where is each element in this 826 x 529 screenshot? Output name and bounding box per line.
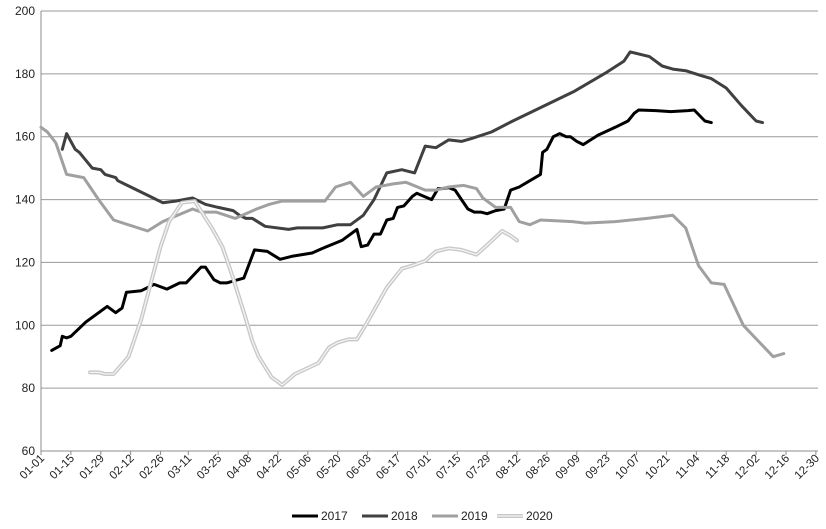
y-tick-label: 200 bbox=[15, 4, 35, 18]
y-tick-label: 100 bbox=[15, 318, 35, 332]
series-lines bbox=[39, 50, 786, 387]
y-tick-label: 80 bbox=[22, 381, 36, 395]
legend-label: 2020 bbox=[526, 509, 553, 523]
y-tick-labels: 60 80 100 120 140 160 180 200 bbox=[15, 4, 35, 458]
legend-item-2017: 2017 bbox=[292, 509, 348, 523]
legend-label: 2017 bbox=[321, 509, 348, 523]
series-line-2017 bbox=[50, 108, 713, 352]
series-line-2018 bbox=[60, 50, 764, 231]
legend-item-2019: 2019 bbox=[432, 509, 488, 523]
y-tick-label: 160 bbox=[15, 130, 35, 144]
series-line-2020-inner bbox=[89, 200, 518, 386]
legend: 2017 2018 2019 2020 bbox=[292, 509, 553, 523]
y-tick-label: 120 bbox=[15, 255, 35, 269]
y-tick-label: 180 bbox=[15, 67, 35, 81]
y-tick-label: 140 bbox=[15, 193, 35, 207]
legend-item-2018: 2018 bbox=[362, 509, 418, 523]
axes bbox=[40, 11, 818, 455]
legend-item-2020: 2020 bbox=[497, 509, 553, 523]
y-tick-label: 60 bbox=[22, 444, 36, 458]
legend-label: 2019 bbox=[461, 509, 488, 523]
legend-label: 2018 bbox=[391, 509, 418, 523]
series-line-2019 bbox=[39, 125, 786, 359]
